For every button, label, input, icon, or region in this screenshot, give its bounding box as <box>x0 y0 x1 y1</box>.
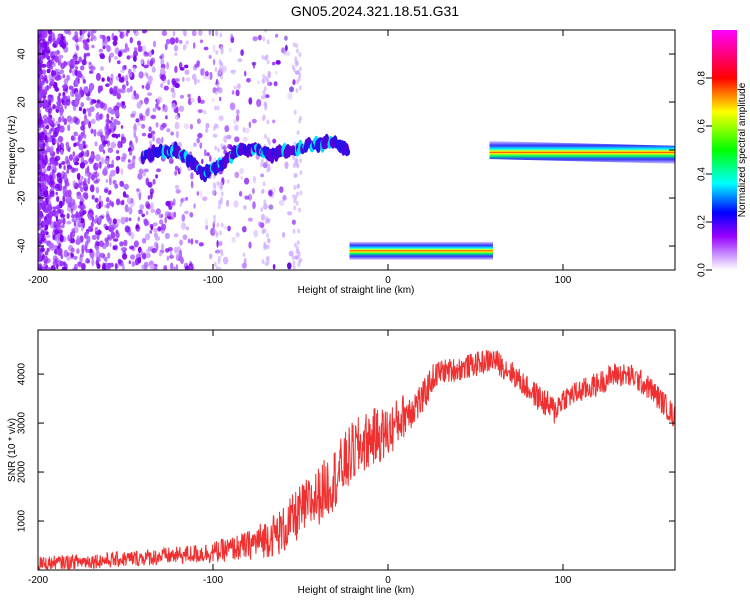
x-tick-label: -100 <box>203 275 223 286</box>
y-tick-label: -20 <box>17 190 28 205</box>
x-tick-label: -100 <box>203 575 223 586</box>
snr-frame <box>37 329 676 571</box>
snr-panel: -200 -100 0 100 1000 2000 3000 4000 Height of s… <box>7 329 676 596</box>
spectrogram-ylabel: Frequency (Hz) <box>7 116 18 185</box>
spectrogram-xlabel: Height of straight line (km) <box>298 285 415 296</box>
y-tick-label: 20 <box>17 96 28 108</box>
y-tick-label: 4000 <box>17 363 28 386</box>
x-tick-label: 100 <box>555 275 572 286</box>
colorbar-tick-label: 0.4 <box>697 167 708 181</box>
snr-ylabel: SNR (10 * v/v) <box>7 418 18 482</box>
y-tick-label: -40 <box>17 238 28 253</box>
colorbar-tick-label: 0.0 <box>697 263 708 277</box>
y-tick-label: 2000 <box>17 460 28 483</box>
x-tick-label: 100 <box>555 575 572 586</box>
y-tick-label: 40 <box>17 48 28 60</box>
colorbar-label: Normalized spectral amplitude <box>737 82 748 217</box>
x-tick-label: 0 <box>385 575 391 586</box>
snr-series-line <box>38 350 675 570</box>
colorbar-tick-label: 0.8 <box>697 71 708 85</box>
chart-title: GN05.2024.321.18.51.G31 <box>291 3 459 19</box>
snr-xlabel: Height of straight line (km) <box>298 585 415 596</box>
y-tick-label: 3000 <box>17 412 28 435</box>
noise-region <box>38 30 303 270</box>
colorbar: 0.0 0.2 0.4 0.6 0.8 Normalized spectral ampl… <box>697 30 748 277</box>
x-tick-label: -200 <box>28 275 48 286</box>
signal-track <box>349 241 493 260</box>
signal-track <box>489 141 675 164</box>
y-tick-label: 0 <box>17 147 28 153</box>
colorbar-tick-label: 0.6 <box>697 119 708 133</box>
signal-track <box>140 133 351 183</box>
x-tick-label: 0 <box>385 275 391 286</box>
y-tick-label: 1000 <box>17 509 28 532</box>
colorbar-tick-label: 0.2 <box>697 215 708 229</box>
colorbar-gradient <box>712 30 737 270</box>
x-tick-label: -200 <box>28 575 48 586</box>
